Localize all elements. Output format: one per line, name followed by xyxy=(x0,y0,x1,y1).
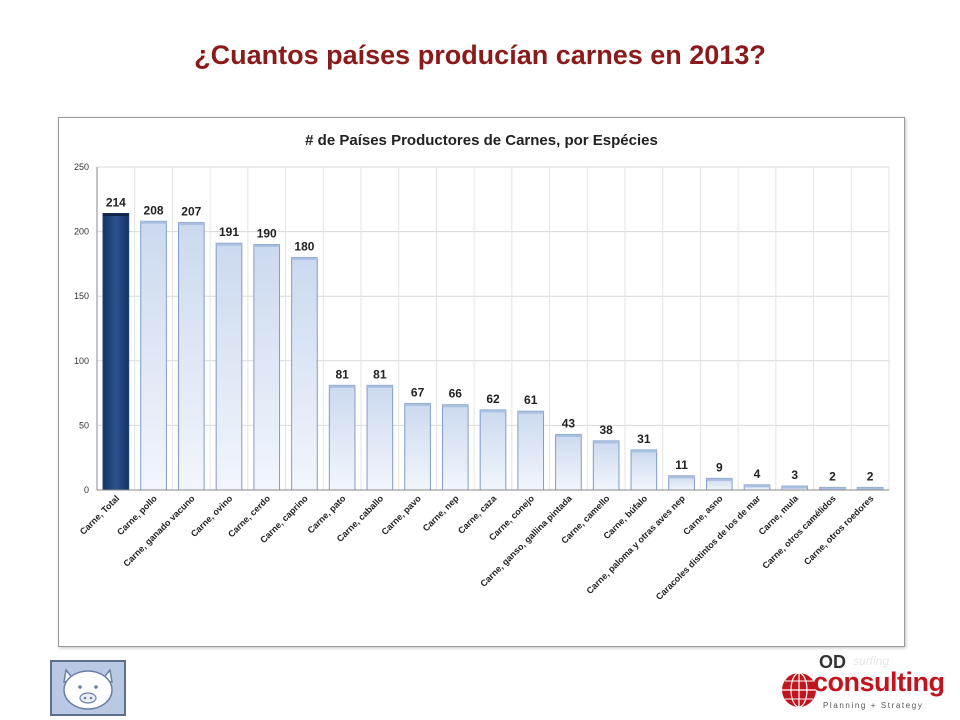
od-consulting-logo: surfing OD consulting Planning + Strateg… xyxy=(775,650,950,716)
x-tick-label: Carne, otros roedores xyxy=(802,493,876,567)
y-tick-label: 0 xyxy=(84,485,89,495)
data-label: 61 xyxy=(524,393,538,407)
data-label: 4 xyxy=(754,467,761,481)
brand-name: consulting xyxy=(813,667,945,698)
bar-cap xyxy=(669,476,695,479)
bar xyxy=(367,385,393,490)
bar-cap xyxy=(178,223,204,226)
bar xyxy=(292,257,318,490)
pig-face-icon xyxy=(52,662,124,714)
data-label: 208 xyxy=(144,203,164,217)
y-tick-label: 200 xyxy=(74,227,89,237)
bar-cap xyxy=(216,243,242,246)
x-tick-label: Carne, pavo xyxy=(379,493,423,537)
data-label: 81 xyxy=(335,367,349,381)
x-tick-label: Carne, ganado vacuno xyxy=(121,493,197,569)
y-tick-label: 50 xyxy=(79,420,89,430)
bar xyxy=(556,434,582,490)
faint-logo-text: surfing xyxy=(853,654,889,668)
bar xyxy=(103,214,129,490)
page-title: ¿Cuantos países producían carnes en 2013… xyxy=(0,40,960,71)
bar-cap xyxy=(782,486,808,489)
data-label: 31 xyxy=(637,432,651,446)
data-label: 214 xyxy=(106,196,126,210)
data-label: 207 xyxy=(181,205,201,219)
data-label: 62 xyxy=(486,392,500,406)
y-tick-label: 250 xyxy=(74,162,89,172)
bar-cap xyxy=(254,245,280,248)
data-label: 11 xyxy=(675,458,688,472)
data-label: 190 xyxy=(257,227,277,241)
bar-cap xyxy=(518,411,544,414)
bar-cap xyxy=(292,257,318,260)
bar-cap xyxy=(405,403,431,406)
data-label: 43 xyxy=(562,416,576,430)
bar-cap xyxy=(141,221,167,224)
data-label: 9 xyxy=(716,460,723,474)
bar xyxy=(631,450,657,490)
bar-cap xyxy=(593,441,619,444)
y-tick-label: 150 xyxy=(74,291,89,301)
bar xyxy=(442,405,468,490)
bar xyxy=(593,441,619,490)
data-label: 191 xyxy=(219,225,239,239)
brand-tagline: Planning + Strategy xyxy=(823,701,923,710)
data-label: 81 xyxy=(373,367,387,381)
data-label: 66 xyxy=(449,387,463,401)
bar-cap xyxy=(329,385,355,388)
bar xyxy=(518,411,544,490)
bar xyxy=(178,223,204,490)
bar-cap xyxy=(631,450,657,453)
data-label: 38 xyxy=(599,423,613,437)
bar xyxy=(216,243,242,490)
bar xyxy=(480,410,506,490)
bar-cap xyxy=(706,478,732,481)
pig-logo xyxy=(50,660,126,716)
data-label: 67 xyxy=(411,385,425,399)
data-label: 3 xyxy=(791,468,798,482)
x-tick-label: Carne, otros camélidos xyxy=(760,493,837,570)
bar xyxy=(405,403,431,490)
bar-cap xyxy=(744,485,770,488)
bar-cap xyxy=(480,410,506,413)
chart-frame: # de Países Productores de Carnes, por E… xyxy=(58,117,905,647)
bar-cap xyxy=(556,434,582,437)
bar xyxy=(329,385,355,490)
bar-cap xyxy=(367,385,393,388)
bar-cap xyxy=(103,214,129,217)
bar xyxy=(254,245,280,490)
y-tick-label: 100 xyxy=(74,356,89,366)
data-label: 180 xyxy=(294,239,314,253)
x-tick-label: Carne, nep xyxy=(421,493,461,533)
data-label: 2 xyxy=(829,469,836,483)
data-label: 2 xyxy=(867,469,874,483)
bar xyxy=(141,221,167,490)
bar-cap xyxy=(442,405,468,408)
